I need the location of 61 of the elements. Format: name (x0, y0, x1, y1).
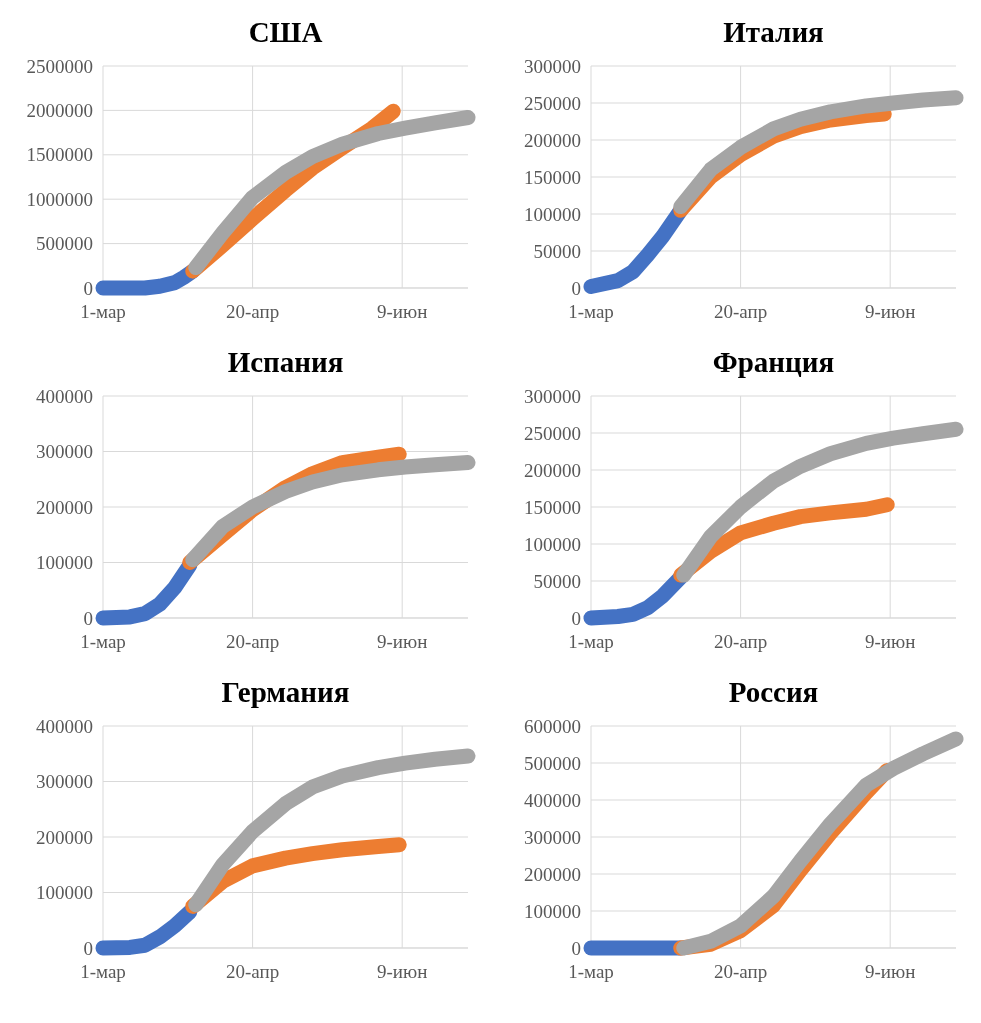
y-tick-label: 600000 (524, 715, 581, 737)
x-tick-label: 1-мар (568, 301, 614, 322)
y-tick-label: 300000 (524, 55, 581, 77)
x-tick-label: 20-апр (226, 631, 280, 652)
x-tick-label: 20-апр (714, 301, 768, 322)
y-tick-label: 2500000 (26, 55, 93, 77)
y-tick-label: 200000 (524, 459, 581, 481)
y-tick-label: 0 (571, 277, 581, 299)
y-tick-label: 0 (571, 607, 581, 629)
y-tick-label: 300000 (36, 771, 93, 793)
y-tick-label: 200000 (36, 826, 93, 848)
y-tick-label: 500000 (36, 233, 93, 255)
chart-title: Испания (227, 346, 344, 378)
y-tick-label: 500000 (524, 752, 581, 774)
x-tick-label: 9-июн (865, 301, 916, 322)
x-tick-label: 9-июн (377, 631, 428, 652)
y-tick-label: 2000000 (26, 100, 93, 122)
chart-title: Россия (728, 676, 819, 708)
y-tick-label: 200000 (524, 863, 581, 885)
y-tick-label: 300000 (36, 441, 93, 463)
y-tick-label: 1000000 (26, 188, 93, 210)
y-tick-label: 400000 (524, 789, 581, 811)
x-tick-label: 1-мар (80, 961, 126, 982)
x-tick-label: 9-июн (865, 961, 916, 982)
y-tick-label: 50000 (533, 240, 581, 262)
y-tick-label: 50000 (533, 570, 581, 592)
chart-title: Франция (712, 346, 835, 378)
x-tick-label: 20-апр (226, 961, 280, 982)
x-tick-label: 20-апр (714, 631, 768, 652)
chart-title: Германия (221, 676, 350, 708)
y-tick-label: 0 (83, 607, 93, 629)
x-tick-label: 9-июн (377, 961, 428, 982)
x-tick-label: 20-апр (714, 961, 768, 982)
y-tick-label: 100000 (524, 533, 581, 555)
y-tick-label: 150000 (524, 166, 581, 188)
y-tick-label: 400000 (36, 715, 93, 737)
y-tick-label: 0 (83, 277, 93, 299)
y-tick-label: 100000 (524, 900, 581, 922)
y-tick-label: 0 (571, 937, 581, 959)
y-tick-label: 1500000 (26, 144, 93, 166)
x-tick-label: 1-мар (80, 631, 126, 652)
y-tick-label: 400000 (36, 385, 93, 407)
x-tick-label: 1-мар (80, 301, 126, 322)
chart-title: Италия (723, 16, 824, 48)
x-tick-label: 1-мар (568, 961, 614, 982)
y-tick-label: 200000 (524, 129, 581, 151)
x-tick-label: 9-июн (377, 301, 428, 322)
chart-title: США (248, 16, 323, 48)
y-tick-label: 300000 (524, 385, 581, 407)
x-tick-label: 20-апр (226, 301, 280, 322)
y-tick-label: 300000 (524, 826, 581, 848)
y-tick-label: 0 (83, 937, 93, 959)
x-tick-label: 9-июн (865, 631, 916, 652)
y-tick-label: 100000 (524, 203, 581, 225)
y-tick-label: 200000 (36, 496, 93, 518)
y-tick-label: 100000 (36, 552, 93, 574)
y-tick-label: 250000 (524, 422, 581, 444)
y-tick-label: 100000 (36, 882, 93, 904)
y-tick-label: 250000 (524, 92, 581, 114)
y-tick-label: 150000 (524, 496, 581, 518)
x-tick-label: 1-мар (568, 631, 614, 652)
